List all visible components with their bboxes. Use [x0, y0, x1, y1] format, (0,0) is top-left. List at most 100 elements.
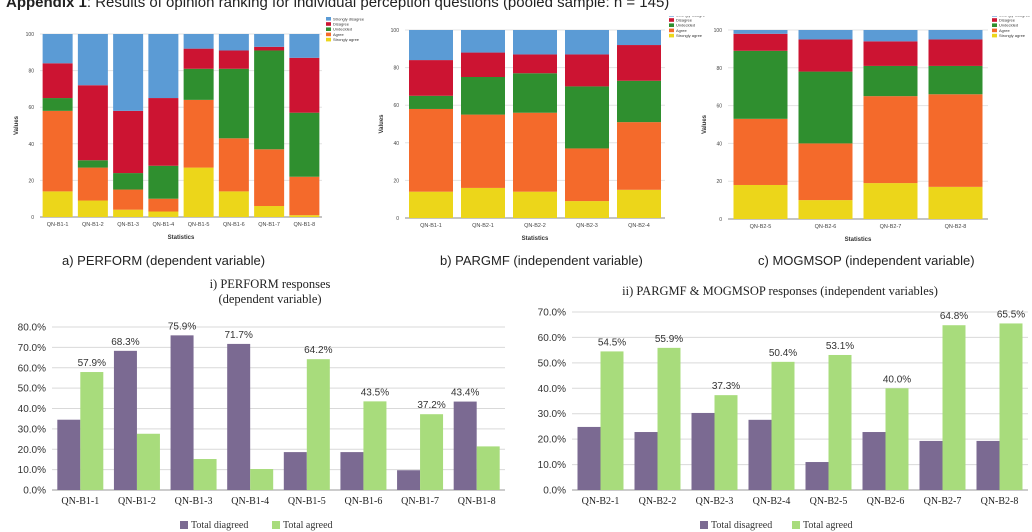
x-tick-label: QN-B2-8 [981, 496, 1019, 507]
x-axis-title: Statistics [845, 237, 872, 243]
caption-a: a) PERFORM (dependent variable) [62, 253, 266, 268]
legend-swatch [992, 23, 997, 27]
stack-segment [409, 95, 453, 109]
stack-segment [289, 112, 320, 177]
x-tick-label: QN-B2-4 [628, 223, 650, 229]
bar-agreed [771, 361, 795, 490]
legend-swatch [992, 28, 997, 33]
legend-swatch [792, 521, 800, 529]
legend-swatch [326, 22, 331, 26]
x-tick-label: QN-B1-2 [82, 222, 104, 228]
bar-agreed [420, 414, 444, 490]
stack-segment [183, 167, 214, 217]
x-axis-title: Statistics [522, 236, 549, 242]
y-tick-label: 10.0% [538, 460, 566, 471]
bar-disagreed [283, 452, 307, 490]
x-tick-label: QN-B2-8 [945, 224, 967, 230]
bar-disagreed [453, 401, 477, 490]
legend-label: Total diagreed [191, 520, 248, 531]
legend-label: Strongly disagree [676, 16, 705, 17]
y-tick-label: 50.0% [538, 358, 566, 369]
stack-segment [565, 54, 609, 87]
stack-segment [113, 173, 144, 190]
legend-label: Strongly agree [676, 33, 703, 38]
stack-segment [148, 198, 179, 212]
bar-agreed [306, 359, 330, 490]
stack-segment [218, 34, 249, 51]
legend-label: Total agreed [803, 520, 853, 531]
y-tick-label: 80 [393, 66, 399, 72]
data-label: 64.8% [940, 311, 968, 322]
caption-c: c) MOGMSOP (independent variable) [758, 253, 975, 268]
stack-segment [461, 52, 505, 77]
legend-swatch [180, 521, 188, 529]
legend-label: Strongly agree [999, 33, 1026, 38]
stack-segment [461, 30, 505, 53]
x-tick-label: QN-B2-1 [472, 223, 494, 229]
legend-label: Strongly agree [333, 37, 360, 42]
y-tick-label: 80 [716, 66, 722, 72]
data-label: 37.3% [712, 381, 740, 392]
legend-label: Strongly disagree [333, 16, 365, 21]
stack-segment [289, 57, 320, 113]
legend-label: Agree [999, 28, 1010, 33]
stack-segment [42, 63, 73, 99]
bar-agreed [999, 323, 1023, 490]
stack-segment [148, 211, 179, 217]
stack-segment [218, 68, 249, 139]
legend-swatch [992, 33, 997, 38]
y-tick-label: 30.0% [18, 424, 46, 435]
stack-segment [148, 34, 179, 99]
stack-segment [863, 41, 918, 66]
y-tick-label: 20 [716, 179, 722, 185]
data-label: 50.4% [769, 348, 797, 359]
y-tick-label: 60 [716, 104, 722, 110]
x-tick-label: QN-B1-7 [401, 496, 439, 507]
bar-disagreed [634, 432, 658, 490]
chart-title-line2: (dependent variable) [218, 292, 322, 306]
stack-segment [113, 110, 144, 174]
bar-chart-pargmf-mogmsop-responses: 0.0% 10.0% 20.0% 30.0% 40.0% 50.0% 60.0% 70.0% 5… [538, 308, 1028, 531]
chart-title-line1: i) PERFORM responses [209, 277, 331, 291]
y-tick-label: 0.0% [543, 486, 566, 497]
data-label: 54.5% [598, 337, 626, 348]
stack-segment [863, 183, 918, 219]
bar-agreed [714, 395, 738, 490]
x-tick-label: QN-B1-2 [118, 496, 156, 507]
y-tick-label: 100 [391, 28, 400, 34]
data-label: 64.2% [304, 345, 332, 356]
x-tick-label: QN-B2-5 [810, 496, 848, 507]
stack-segment [617, 30, 661, 46]
y-tick-label: 0 [31, 215, 34, 221]
stack-segment [733, 118, 788, 185]
y-tick-label: 60 [393, 103, 399, 109]
stack-segment [254, 34, 285, 47]
y-tick-label: 80.0% [18, 323, 46, 334]
stack-segment [148, 98, 179, 166]
stack-segment [798, 39, 853, 72]
bar-agreed [600, 351, 624, 490]
x-tick-label: QN-B2-1 [582, 496, 620, 507]
x-tick-label: QN-B1-5 [188, 222, 210, 228]
x-tick-label: QN-B1-1 [47, 222, 69, 228]
data-label: 57.9% [78, 358, 106, 369]
data-label: 68.3% [111, 337, 139, 348]
legend-swatch [669, 23, 674, 27]
legend-label: Total agreed [283, 520, 333, 531]
legend-swatch [992, 18, 997, 22]
bar-disagreed [340, 452, 364, 490]
legend-label: Disagree [333, 22, 350, 27]
legend-swatch [326, 17, 331, 21]
stacked-chart-perform: 0 20 40 60 80 100 QN-B1-1 QN-B1-2 QN-B1-3 QN-B1-4… [14, 16, 365, 241]
y-tick-label: 60.0% [538, 333, 566, 344]
y-tick-label: 100 [26, 32, 35, 38]
legend-label: Undecided [333, 27, 352, 32]
stack-segment [863, 65, 918, 97]
y-tick-label: 80 [28, 69, 34, 75]
stack-segment [113, 189, 144, 210]
y-tick-label: 20 [28, 178, 34, 184]
y-tick-label: 70.0% [538, 308, 566, 319]
stack-segment [254, 149, 285, 207]
x-tick-label: QN-B2-7 [880, 224, 902, 230]
x-tick-label: QN-B1-7 [258, 222, 280, 228]
